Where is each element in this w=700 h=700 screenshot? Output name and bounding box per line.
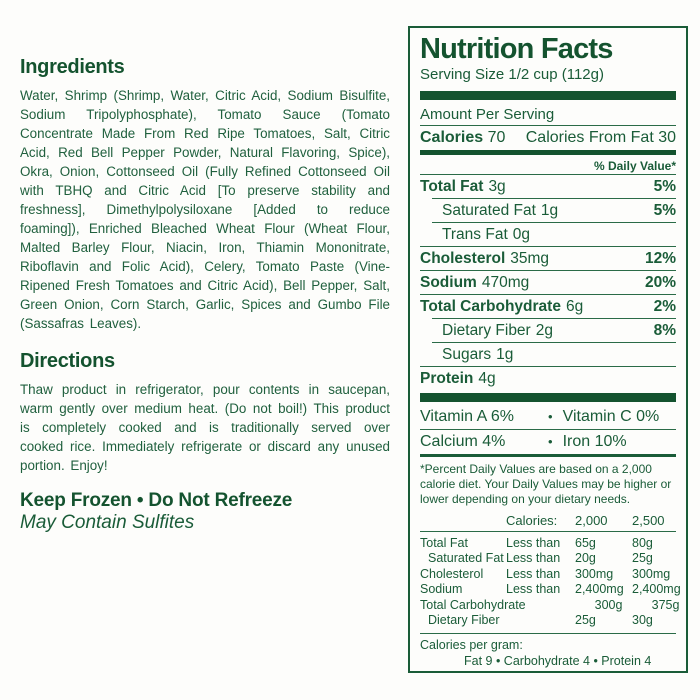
divider-hairline [420, 270, 676, 271]
divider-thick-bar [420, 91, 676, 100]
divider-heavy-hairline [420, 454, 676, 457]
calories-from-fat: Calories From Fat 30 [525, 129, 676, 146]
directions-section: Directions Thaw product in refrigerator,… [20, 350, 390, 475]
divider-hairline [420, 366, 676, 367]
daily-value-header: % Daily Value* [593, 159, 676, 173]
nutrient-row-cholesterol: Cholesterol 35mg 12% [420, 250, 676, 267]
divider-hairline [420, 294, 676, 295]
dv-table-header: Calories: 2,000 2,500 [506, 513, 665, 528]
divider-medium-bar [420, 150, 676, 155]
divider-hairline [432, 318, 676, 319]
directions-text: Thaw product in refrigerator, pour conte… [20, 382, 390, 473]
ingredients-heading: Ingredients [20, 56, 125, 78]
nutrient-row-sugars: Sugars 1g [442, 346, 514, 363]
bullet-separator: • [548, 434, 553, 449]
divider-hairline [420, 530, 676, 532]
divider-hairline [420, 125, 676, 126]
nutrient-row-trans-fat: Trans Fat 0g [442, 226, 530, 243]
amount-per-serving-label: Amount Per Serving [420, 106, 555, 123]
divider-hairline [420, 429, 676, 430]
bullet-separator: • [548, 409, 553, 424]
directions-heading: Directions [20, 350, 115, 372]
dv-table-row-saturated-fat: Saturated Fat Less than 20g 25g [428, 551, 653, 565]
divider-hairline [432, 222, 676, 223]
nutrient-row-sodium: Sodium 470mg 20% [420, 274, 676, 291]
nutrient-row-total-carbohydrate: Total Carbohydrate 6g 2% [420, 298, 676, 315]
divider-hairline [420, 246, 676, 247]
ingredients-text: Water, Shrimp (Shrimp, Water, Citric Aci… [20, 88, 390, 331]
package-info-column: Ingredients Water, Shrimp (Shrimp, Water… [20, 56, 390, 534]
divider-hairline [432, 342, 676, 343]
dv-table-row-cholesterol: Cholesterol Less than 300mg 300mg [420, 566, 671, 581]
calories-per-gram-values: Fat 9 • Carbohydrate 4 • Protein 4 [464, 653, 652, 668]
ingredients-section: Ingredients Water, Shrimp (Shrimp, Water… [20, 56, 390, 333]
dv-table-row-total-fat: Total Fat Less than 65g 80g [420, 535, 653, 550]
divider-hairline [432, 198, 676, 199]
vitamin-row-1: Vitamin A 6% • Vitamin C 0% [420, 405, 676, 429]
calories-row: Calories 70 Calories From Fat 30 [420, 126, 676, 150]
dv-table-row-total-carbohydrate: Total Carbohydrate 300g 375g [420, 597, 680, 612]
nutrient-row-saturated-fat: Saturated Fat 1g 5% [442, 202, 676, 219]
storage-warning: Keep Frozen • Do Not Refreeze [20, 490, 293, 511]
dv-table-row-sodium: Sodium Less than 2,400mg 2,400mg [420, 582, 681, 596]
calories-per-gram-label: Calories per gram: [420, 637, 523, 652]
calories-value: Calories 70 [420, 129, 506, 146]
dv-table-row-dietary-fiber: Dietary Fiber 25g 30g [428, 613, 653, 627]
divider-thick-bar [420, 393, 676, 402]
dv-table-calories-label: Calories: [506, 513, 558, 528]
nutrient-row-total-fat: Total Fat 3g 5% [420, 178, 676, 195]
nutrition-facts-title: Nutrition Facts [420, 33, 613, 65]
nutrition-facts-panel: Nutrition Facts Serving Size 1/2 cup (11… [408, 26, 688, 673]
allergen-notice: May Contain Sulfites [20, 512, 195, 533]
nutrient-row-protein: Protein 4g [420, 370, 496, 387]
nutrient-row-dietary-fiber: Dietary Fiber 2g 8% [442, 322, 676, 339]
vitamin-row-2: Calcium 4% • Iron 10% [420, 430, 676, 454]
divider-hairline [420, 632, 676, 634]
divider-hairline [420, 174, 676, 175]
serving-size: Serving Size 1/2 cup (112g) [420, 66, 604, 83]
daily-value-footnote: *Percent Daily Values are based on a 2,0… [420, 462, 672, 506]
